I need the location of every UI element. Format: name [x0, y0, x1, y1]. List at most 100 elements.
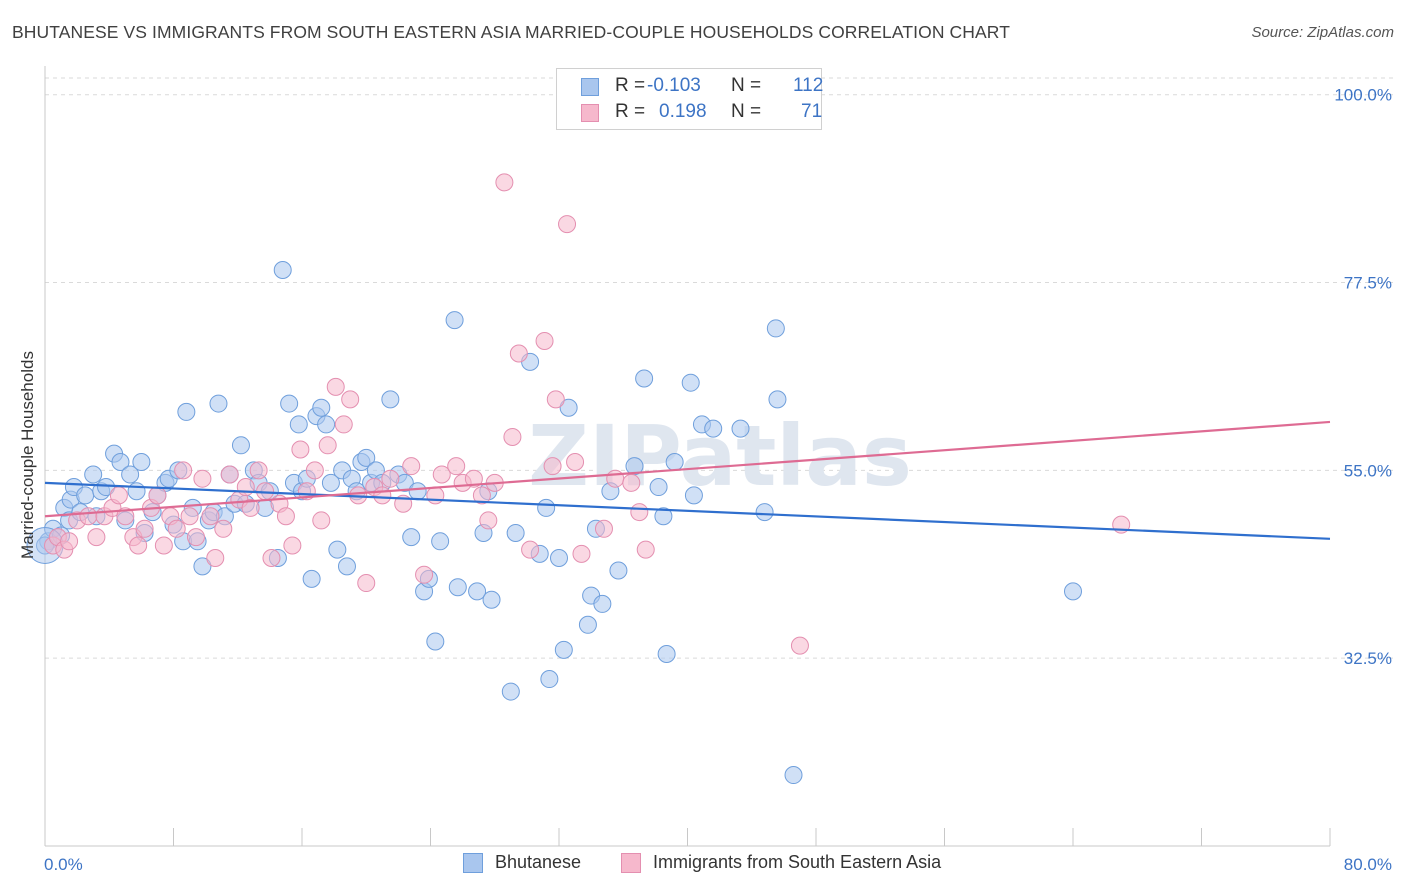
data-point: [302, 569, 321, 588]
data-point: [550, 549, 568, 567]
tick-labels: 32.5% 55.0% 77.5% 100.0% 0.0% 80.0%: [44, 86, 1392, 874]
data-point: [609, 561, 628, 580]
data-point: [426, 632, 445, 651]
data-point: [318, 436, 337, 455]
data-point: [262, 549, 281, 567]
data-point: [280, 394, 299, 413]
data-point: [79, 507, 98, 526]
data-point: [559, 398, 578, 417]
data-point: [448, 578, 467, 597]
data-point: [479, 511, 498, 530]
data-point: [684, 486, 703, 505]
data-point: [289, 415, 308, 434]
data-point: [273, 261, 292, 279]
x-tick-label: 80.0%: [1344, 855, 1392, 874]
data-point: [558, 215, 577, 234]
legend-swatch-bhutanese: [581, 78, 599, 96]
legend-n-label: N =: [731, 75, 762, 96]
data-point: [681, 373, 700, 392]
data-point: [402, 528, 421, 547]
data-point: [402, 457, 421, 476]
data-point: [276, 507, 295, 526]
data-point: [546, 390, 565, 409]
data-point: [214, 519, 233, 538]
y-tick-label: 32.5%: [1344, 649, 1392, 668]
data-point: [509, 344, 528, 363]
data-point: [636, 540, 655, 559]
legend-swatch-immigrants: [581, 104, 599, 122]
data-point: [578, 615, 597, 634]
data-point: [503, 427, 522, 446]
grid-lines: [45, 77, 1395, 659]
legend-r-value: -0.103: [647, 75, 701, 96]
legend-r-label: R =: [615, 101, 646, 122]
data-point: [566, 453, 585, 471]
data-point: [665, 453, 684, 471]
data-point: [328, 540, 347, 559]
data-point: [206, 549, 225, 567]
data-point: [76, 486, 95, 505]
data-point: [622, 473, 641, 492]
data-point: [415, 565, 434, 584]
data-point: [291, 440, 310, 459]
data-point: [193, 469, 212, 488]
data-point: [482, 590, 501, 609]
data-point: [337, 557, 356, 576]
data-point: [121, 465, 140, 484]
data-point: [501, 682, 520, 701]
data-point: [186, 528, 205, 547]
data-point: [60, 532, 79, 551]
data-point: [135, 519, 154, 538]
data-point: [572, 544, 591, 563]
legend-n-value: 112: [793, 75, 824, 96]
data-point: [447, 457, 466, 476]
axes: [44, 66, 1331, 847]
bottom-legend-label: Bhutanese: [495, 852, 582, 872]
data-point: [766, 319, 785, 338]
data-point: [1064, 582, 1082, 601]
data-point: [177, 402, 196, 421]
legend-r-label: R =: [615, 75, 646, 96]
x-tick-label: 0.0%: [44, 855, 83, 874]
data-point: [495, 173, 514, 192]
chart-source: Source: ZipAtlas.com: [1251, 24, 1394, 41]
data-point: [464, 469, 483, 488]
data-point: [193, 557, 212, 576]
data-point: [127, 482, 146, 501]
data-point: [220, 465, 239, 484]
data-point: [521, 540, 540, 559]
data-point: [543, 457, 562, 476]
y-tick-label: 55.0%: [1344, 461, 1392, 480]
data-point: [535, 331, 554, 350]
bottom-legend-swatch-bhutanese: [463, 853, 483, 873]
data-point: [129, 536, 148, 555]
data-point: [317, 415, 336, 434]
data-point: [408, 482, 427, 501]
data-point: [635, 369, 654, 388]
chart-title: BHUTANESE VS IMMIGRANTS FROM SOUTH EASTE…: [12, 22, 1010, 42]
data-point: [768, 390, 787, 409]
data-point: [321, 473, 340, 492]
data-point: [174, 461, 193, 480]
data-point: [594, 519, 613, 538]
data-point: [154, 536, 173, 555]
data-point: [111, 453, 130, 471]
data-point: [426, 486, 445, 505]
data-point: [312, 398, 331, 417]
data-point: [148, 486, 167, 505]
data-point: [87, 528, 106, 547]
data-point: [167, 519, 186, 538]
data-point: [468, 582, 487, 601]
data-point: [704, 419, 723, 438]
y-axis-label: Married-couple Households: [18, 351, 37, 559]
data-point: [373, 486, 392, 505]
data-point: [326, 377, 345, 396]
data-point: [201, 507, 220, 526]
data-point: [180, 507, 199, 526]
bottom-legend-swatch-immigrants: [621, 853, 641, 873]
data-point: [431, 532, 450, 551]
data-point: [231, 436, 250, 455]
data-point: [334, 415, 353, 434]
data-point: [109, 486, 128, 505]
legend-r-value: 0.198: [659, 101, 707, 122]
